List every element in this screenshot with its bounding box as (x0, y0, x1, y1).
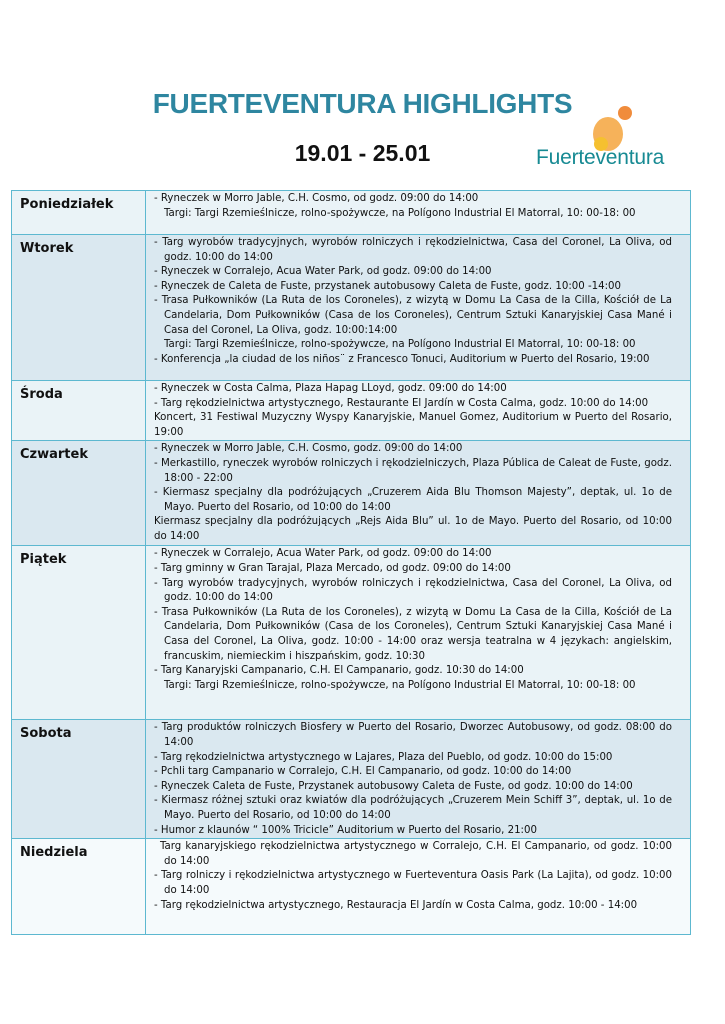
event-item: - Targ Kanaryjski Campanario, C.H. El Ca… (154, 665, 524, 677)
event-item: - Kiermasz specjalny dla podróżujących „… (154, 487, 672, 513)
date-range: 19.01 - 25.01 (294, 140, 431, 166)
day-row: Poniedziałek - Ryneczek w Morro Jable, C.… (11, 190, 691, 235)
logo-dot-icon (618, 106, 632, 120)
event-item: Targi: Targi Rzemieślnicze, rolno-spożyw… (164, 207, 636, 219)
events-cell: - Targ produktów rolniczych Biosfery w P… (145, 719, 691, 840)
day-name: Środa (11, 379, 146, 442)
day-row: Niedziela Targ kanaryjskiego rękodzielnic… (11, 838, 691, 936)
event-item: - Targ wyrobów tradycyjnych, wyrobów rol… (154, 237, 672, 263)
event-item: - Targ rolniczy i rękodzielnictwa artyst… (154, 870, 672, 896)
event-item: - Ryneczek w Morro Jable, C.H. Cosmo, go… (154, 443, 463, 455)
day-name: Niedziela (11, 838, 146, 936)
day-name: Wtorek (11, 234, 146, 381)
event-item: - Pchli targ Campanario w Corralejo, C.H… (154, 766, 572, 778)
event-item: - Humor z klaunów “ 100% Tricicle” Audit… (154, 824, 537, 836)
day-name: Czwartek (11, 440, 146, 547)
event-item: - Ryneczek w Costa Calma, Plaza Hapag LL… (154, 383, 507, 394)
event-item: - Targ rękodzielnictwa artystycznego, Re… (154, 899, 638, 911)
events-cell: - Ryneczek w Corralejo, Acua Water Park,… (145, 545, 691, 721)
event-item: - Kiermasz różnej sztuki oraz kwiatów dl… (154, 795, 672, 821)
event-item: Kiermasz specjalny dla podróżujących „Re… (154, 516, 672, 542)
event-item: - Trasa Pułkowników (La Ruta de los Coro… (154, 295, 672, 336)
day-row: Sobota - Targ produktów rolniczych Biosfe… (11, 719, 691, 840)
event-item: - Targ gminny w Gran Tarajal, Plaza Merc… (154, 562, 511, 574)
event-item: Koncert, 31 Festiwal Muzyczny Wyspy Kana… (154, 412, 672, 438)
event-item: - Ryneczek w Corralejo, Acua Water Park,… (154, 266, 492, 278)
day-row: Piątek - Ryneczek w Corralejo, Acua Water… (11, 545, 691, 721)
schedule-table: Poniedziałek - Ryneczek w Morro Jable, C.… (11, 190, 691, 936)
event-item: Targ kanaryjskiego rękodzielnictwa artys… (160, 841, 672, 867)
event-item: - Ryneczek de Caleta de Fuste, przystane… (154, 280, 621, 292)
day-name: Piątek (11, 545, 146, 721)
day-row: Wtorek - Targ wyrobów tradycyjnych, wyrob… (11, 234, 691, 381)
event-item: - Trasa Pułkowników (La Ruta de los Coro… (154, 606, 672, 662)
events-cell: - Targ wyrobów tradycyjnych, wyrobów rol… (145, 234, 691, 381)
page-title: FUERTEVENTURA HIGHLIGHTS (152, 88, 573, 119)
logo-text: Fuerteventura (536, 146, 665, 169)
day-row: Czwartek - Ryneczek w Morro Jable, C.H. C… (11, 440, 691, 547)
events-cell: Targ kanaryjskiego rękodzielnictwa artys… (145, 838, 691, 936)
event-item: Targi: Targi Rzemieślnicze, rolno-spożyw… (164, 679, 636, 691)
day-name: Sobota (11, 719, 146, 840)
events-cell: - Ryneczek w Morro Jable, C.H. Cosmo, od… (145, 190, 691, 235)
event-item: - Targ produktów rolniczych Biosfery w P… (154, 722, 672, 748)
events-cell: - Ryneczek w Costa Calma, Plaza Hapag LL… (145, 379, 691, 442)
event-item: - Ryneczek w Morro Jable, C.H. Cosmo, od… (154, 193, 479, 204)
event-item: - Ryneczek w Corralejo, Acua Water Park,… (154, 548, 492, 560)
event-item: - Targ rękodzielnictwa artystycznego, Re… (154, 397, 649, 409)
event-item: Targi: Targi Rzemieślnicze, rolno-spożyw… (164, 339, 636, 351)
event-item: - Targ wyrobów tradycyjnych, wyrobów rol… (154, 577, 672, 604)
events-cell: - Ryneczek w Morro Jable, C.H. Cosmo, go… (145, 440, 691, 547)
event-item: - Ryneczek Caleta de Fuste, Przystanek a… (154, 780, 633, 792)
logo-dot-icon (594, 137, 608, 151)
day-row: Środa - Ryneczek w Costa Calma, Plaza Hap… (11, 379, 691, 442)
day-name: Poniedziałek (11, 190, 146, 235)
fuerteventura-logo: Fuerteventura (536, 104, 686, 174)
event-item: - Merkastillo, ryneczek wyrobów rolniczy… (154, 457, 672, 484)
event-item: - Konferencja „la ciudad de los niños¨ z… (154, 353, 650, 365)
event-item: - Targ rękodzielnictwa artystycznego w L… (154, 751, 613, 763)
